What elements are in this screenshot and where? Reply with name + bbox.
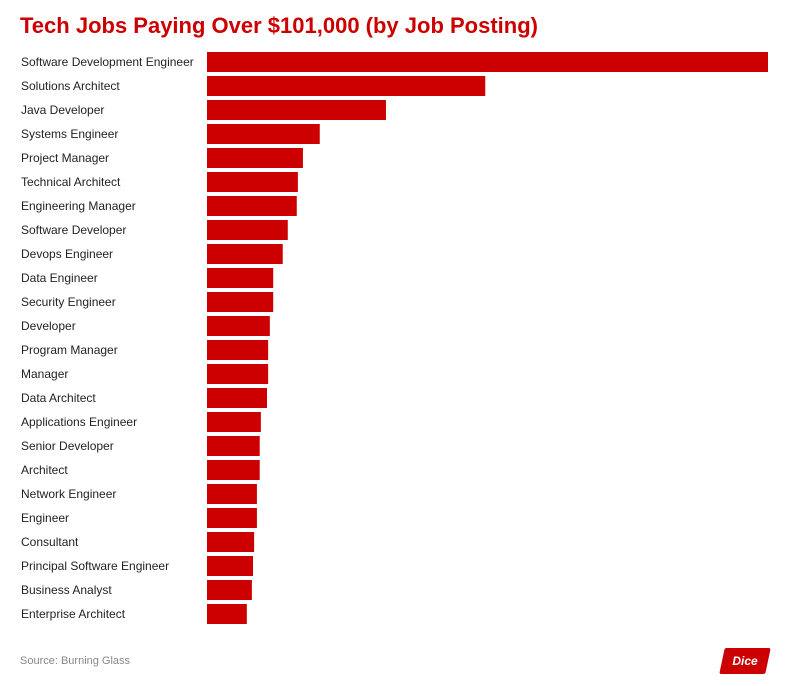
- category-label: Network Engineer: [21, 487, 116, 501]
- bar: [207, 580, 252, 600]
- category-label: Systems Engineer: [21, 127, 118, 141]
- category-label: Software Development Engineer: [21, 55, 194, 69]
- dice-logo: Dice: [719, 648, 771, 674]
- category-label: Data Engineer: [21, 271, 98, 285]
- bar: [207, 196, 297, 216]
- category-label: Solutions Architect: [21, 79, 120, 93]
- category-label: Senior Developer: [21, 439, 114, 453]
- bar: [207, 76, 486, 96]
- category-label: Architect: [21, 463, 68, 477]
- bar: [207, 388, 268, 408]
- bar: [207, 508, 257, 528]
- bar: [207, 172, 298, 192]
- category-label: Developer: [21, 319, 76, 333]
- category-label: Security Engineer: [21, 295, 116, 309]
- bar: [207, 148, 303, 168]
- bar: [207, 124, 320, 144]
- bar: [207, 484, 257, 504]
- chart-title: Tech Jobs Paying Over $101,000 (by Job P…: [20, 13, 538, 38]
- bar: [207, 292, 274, 312]
- category-label: Enterprise Architect: [21, 607, 126, 621]
- logo-text: Dice: [732, 654, 758, 668]
- bar: [207, 364, 269, 384]
- bar: [207, 412, 261, 432]
- category-label: Applications Engineer: [21, 415, 137, 429]
- bar: [207, 244, 283, 264]
- bar: [207, 460, 260, 480]
- category-label: Principal Software Engineer: [21, 559, 169, 573]
- bar: [207, 268, 274, 288]
- category-label: Manager: [21, 367, 68, 381]
- category-label: Consultant: [21, 535, 79, 549]
- bar: [207, 52, 768, 72]
- category-label: Java Developer: [21, 103, 104, 117]
- category-label: Technical Architect: [21, 175, 121, 189]
- bar: [207, 556, 254, 576]
- bar: [207, 532, 255, 552]
- category-label: Program Manager: [21, 343, 118, 357]
- category-label: Data Architect: [21, 391, 96, 405]
- bar: [207, 604, 247, 624]
- bar: [207, 100, 386, 120]
- category-label: Business Analyst: [21, 583, 112, 597]
- bar: [207, 436, 260, 456]
- category-label: Engineer: [21, 511, 69, 525]
- bar: [207, 220, 288, 240]
- bar: [207, 340, 269, 360]
- source-note: Source: Burning Glass: [20, 655, 131, 667]
- category-label: Project Manager: [21, 151, 109, 165]
- category-label: Devops Engineer: [21, 247, 113, 261]
- bar: [207, 316, 270, 336]
- category-label: Software Developer: [21, 223, 126, 237]
- category-label: Engineering Manager: [21, 199, 136, 213]
